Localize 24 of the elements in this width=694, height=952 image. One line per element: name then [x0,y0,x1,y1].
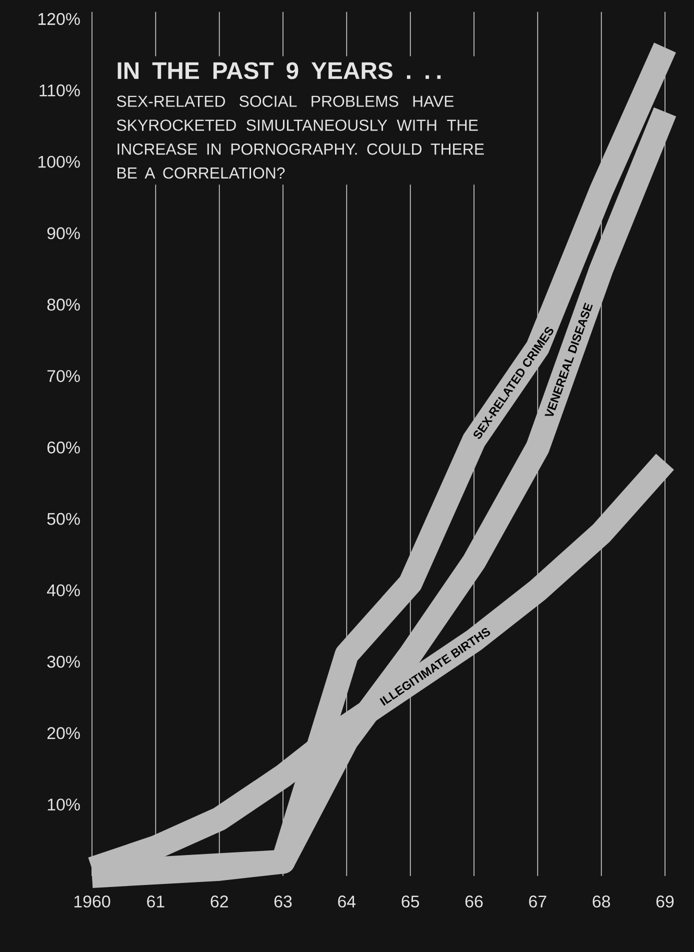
x-tick-label: 66 [465,896,483,908]
y-tick-label: 50% [47,512,80,525]
x-tick-label: 63 [274,896,292,908]
y-tick-label: 80% [47,298,80,311]
y-tick-label: 20% [47,727,80,740]
y-tick-label: 100% [38,156,80,168]
text: IN THE PAST 9 YEARS . . . [118,62,441,80]
y-tick-label: 40% [46,584,80,596]
y-tick-label: 120% [38,12,80,25]
y-tick-label: 70% [47,370,80,382]
y-tick-label: 30% [47,656,80,668]
text: SEX-RELATED SOCIAL PROBLEMS HAVE SKYROCKETED SIMULTANEOUSLY WITH THE INCREASE IN PORNOGRAPHY. COULD THERE BE A CORRELATION? [116,96,484,179]
x-tick-label: 64 [338,896,356,908]
y-tick-label: 10% [48,798,80,811]
x-tick-label: 65 [402,896,420,908]
x-tick-label: 69 [656,896,674,908]
y-tick-label: 60% [47,441,80,454]
x-tick-label: 68 [592,896,610,908]
x-tick-label: 62 [210,896,228,908]
y-tick-label: 90% [47,227,80,240]
x-tick-label: 67 [529,896,546,908]
y-tick-label: 110% [40,84,80,96]
x-tick-label: 61 [147,896,164,908]
x-tick-label: 1960 [74,896,110,908]
